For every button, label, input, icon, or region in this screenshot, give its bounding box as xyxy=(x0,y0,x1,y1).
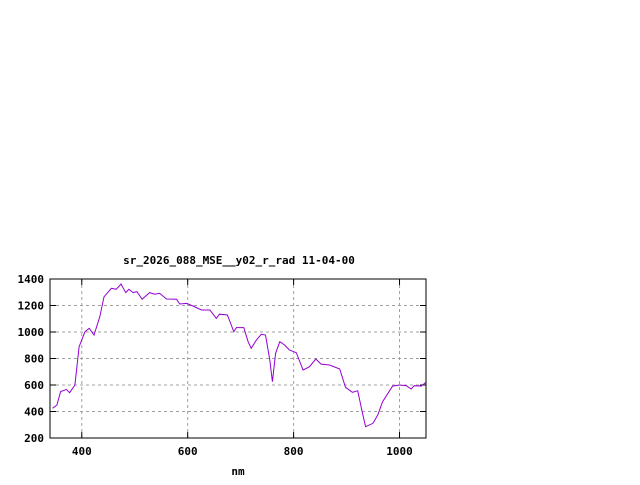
y-tick-label: 1400 xyxy=(18,273,45,286)
y-tick-label: 200 xyxy=(24,432,44,445)
grid xyxy=(50,279,426,438)
x-tick-label: 1000 xyxy=(386,445,413,458)
x-tick-label: 800 xyxy=(284,445,304,458)
y-tick-label: 1200 xyxy=(18,300,45,313)
y-tick-label: 600 xyxy=(24,379,44,392)
plot-frame xyxy=(49,278,427,439)
y-tick-label: 1000 xyxy=(18,326,45,339)
x-tick-label: 400 xyxy=(72,445,92,458)
axis-ticks: 400 600 800 1000 200 400 600 800 1000 1200 1400 xyxy=(18,273,426,458)
chart-title: sr_2026_088_MSE__y02_r_rad 11-04-00 xyxy=(123,254,355,267)
y-tick-label: 400 xyxy=(24,406,44,419)
x-tick-label: 600 xyxy=(178,445,198,458)
x-axis-label: nm xyxy=(231,465,245,478)
y-tick-label: 800 xyxy=(24,353,44,366)
series-line xyxy=(52,283,426,428)
